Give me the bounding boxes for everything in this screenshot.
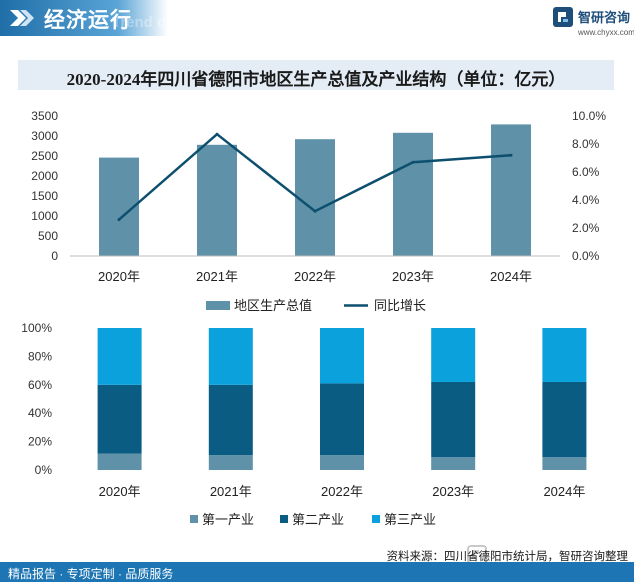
growth-point <box>313 209 317 213</box>
y-left-tick-label: 500 <box>38 229 58 243</box>
gdp-bar <box>99 157 139 256</box>
y-tick-label: 60% <box>28 378 52 392</box>
y-left-tick-label: 2000 <box>31 169 58 183</box>
x-tick-label: 2021年 <box>210 484 252 499</box>
y-left-tick-label: 0 <box>51 249 58 263</box>
x-tick-label: 2022年 <box>321 484 363 499</box>
x-tick-label: 2020年 <box>98 269 140 284</box>
stack-segment-3 <box>542 328 587 382</box>
x-tick-label: 2020年 <box>99 484 141 499</box>
gdp-bar <box>393 132 433 256</box>
stack-segment-3 <box>431 328 476 382</box>
stack-segment-3 <box>320 328 364 384</box>
growth-line <box>118 132 512 221</box>
x-tick-label: 2021年 <box>196 269 238 284</box>
legend-swatch <box>280 515 288 523</box>
legend-label-gdp: 地区生产总值 <box>234 298 312 313</box>
stack-segment-2 <box>97 384 142 454</box>
x-tick-label: 2024年 <box>490 269 532 284</box>
stack-segment-3 <box>97 328 142 385</box>
stack-segment-1 <box>97 453 142 470</box>
y-tick-label: 80% <box>28 349 52 363</box>
y-left-tick-label: 1500 <box>31 189 58 203</box>
logo-name: 智研咨询 <box>578 10 631 25</box>
gdp-bar <box>491 124 531 257</box>
gdp-bar <box>295 139 335 256</box>
legend-label-growth: 同比增长 <box>374 298 426 313</box>
stack-segment-1 <box>208 455 253 470</box>
stack-segment-1 <box>320 455 364 470</box>
y-tick-label: 100% <box>21 321 52 335</box>
section-header: Trend demand 经济运行 智研咨询 www.chyxx.com <box>0 0 634 44</box>
y-left-tick-label: 3000 <box>31 129 58 143</box>
section-title: 经济运行 <box>44 9 132 32</box>
growth-point <box>215 132 219 136</box>
footer-bar: 精品报告 · 专项定制 · 品质服务 <box>0 562 634 582</box>
y-tick-label: 20% <box>28 435 52 449</box>
x-tick-label: 2023年 <box>392 269 434 284</box>
industry-structure-chart: 0% 20% 40% 60% 80% 100% 2020年 2021年 2022年 2023年 20… <box>21 321 587 527</box>
y-right-tick-label: 0.0% <box>572 249 600 263</box>
footer-services: 精品报告 · 专项定制 · 品质服务 <box>8 567 174 581</box>
stack-segment-3 <box>208 328 253 385</box>
stack-segment-2 <box>320 383 364 456</box>
source-note: 资料来源：四川省德阳市统计局，智研咨询整理 <box>386 551 629 563</box>
legend-swatch-gdp <box>206 301 230 310</box>
gdp-bar <box>197 144 237 256</box>
y-right-tick-label: 4.0% <box>572 193 600 207</box>
stack-segment-1 <box>542 457 587 470</box>
x-tick-label: 2022年 <box>294 269 336 284</box>
y-tick-label: 40% <box>28 406 52 420</box>
y-left-tick-label: 1000 <box>31 209 58 223</box>
growth-point <box>411 160 415 164</box>
stack-segment-1 <box>431 457 476 470</box>
legend-label: 第一产业 <box>202 512 254 527</box>
y-tick-label: 0% <box>35 463 53 477</box>
growth-point <box>117 218 121 222</box>
legend-swatch <box>372 515 380 523</box>
growth-point <box>509 153 513 157</box>
gdp-combo-chart: 0 500 1000 1500 2000 2500 3000 3500 0.0% 2.0% 4.0%… <box>31 109 606 313</box>
stack-segment-2 <box>208 384 253 456</box>
x-tick-label: 2024年 <box>543 484 585 499</box>
chart-title: 2020-2024年四川省德阳市地区生产总值及产业结构（单位：亿元） <box>66 70 566 89</box>
footer: 资料来源：四川省德阳市统计局，智研咨询整理 精品报告 · 专项定制 · 品质服务 <box>0 544 634 582</box>
legend-swatch <box>190 515 198 523</box>
logo-url: www.chyxx.com <box>578 28 634 37</box>
y-left-tick-label: 3500 <box>31 109 58 123</box>
chevron-icon <box>10 10 34 26</box>
chart-title-box: 2020-2024年四川省德阳市地区生产总值及产业结构（单位：亿元） <box>18 60 614 90</box>
logo-icon <box>553 7 573 27</box>
y-left-tick-label: 2500 <box>31 149 58 163</box>
y-right-tick-label: 2.0% <box>572 221 600 235</box>
y-right-tick-label: 10.0% <box>572 109 606 123</box>
y-right-tick-label: 6.0% <box>572 165 600 179</box>
legend-label: 第三产业 <box>384 512 436 527</box>
stack-segment-2 <box>431 381 476 458</box>
header-ghost-text: Trend demand <box>112 14 215 31</box>
y-right-tick-label: 8.0% <box>572 137 600 151</box>
stack-segment-2 <box>542 381 587 458</box>
x-tick-label: 2023年 <box>432 484 474 499</box>
legend-label: 第二产业 <box>292 512 344 527</box>
